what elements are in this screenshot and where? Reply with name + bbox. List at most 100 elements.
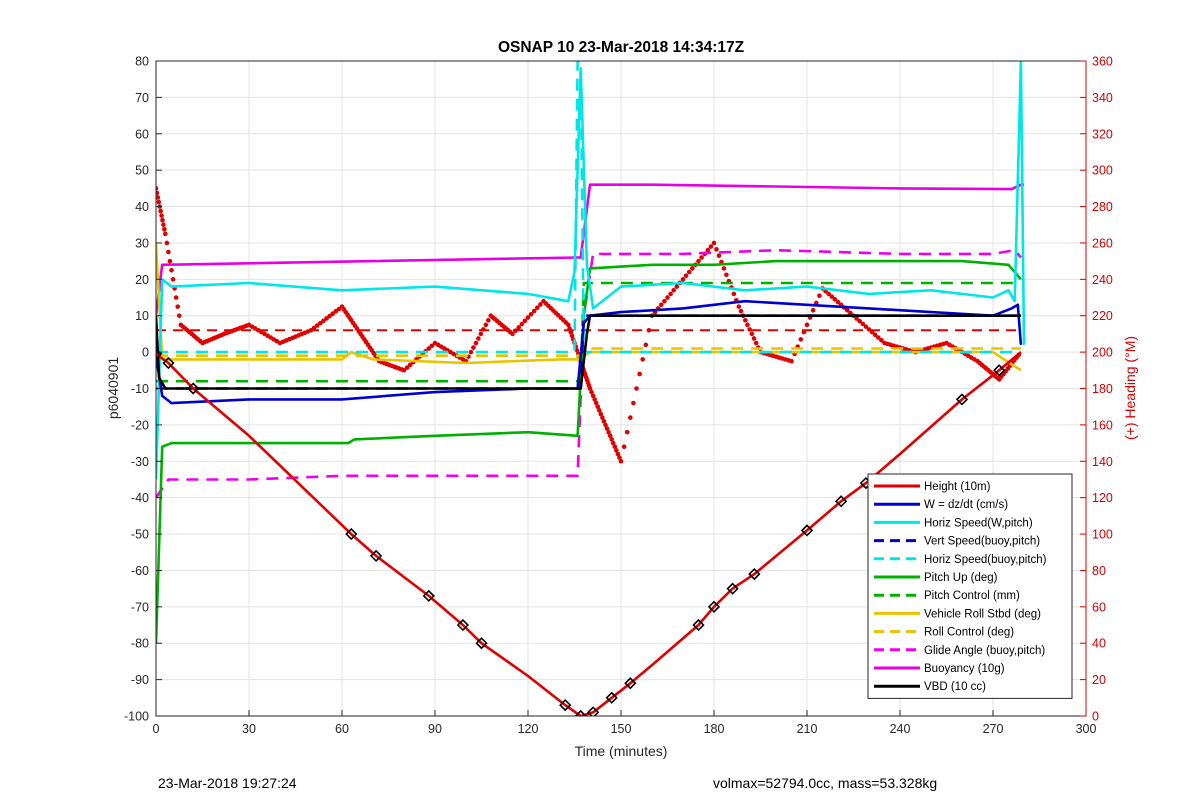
heading-point (751, 336, 757, 341)
heading-point (519, 321, 525, 327)
y2-tick-label: 0 (1092, 710, 1099, 724)
y2-axis-label: (+) Heading (°M) (1122, 336, 1138, 440)
heading-point (631, 400, 636, 406)
heading-point (156, 195, 161, 200)
heading-point (738, 308, 744, 314)
series-line (156, 183, 1024, 316)
heading-point (598, 411, 604, 417)
heading-point (699, 255, 704, 260)
heading-point (525, 315, 531, 320)
legend-entry: Vehicle Roll Stbd (deg) (924, 608, 1041, 620)
height-markers (156, 347, 1006, 716)
heading-point (753, 340, 759, 346)
heading-point (176, 313, 182, 319)
heading-point (407, 362, 413, 368)
x-tick-label: 120 (518, 722, 539, 736)
legend-entry: Vert Speed(buoy,pitch) (924, 536, 1040, 548)
heading-point (566, 322, 571, 328)
heading-point (634, 386, 639, 391)
x-tick-label: 150 (611, 722, 632, 736)
heading-point (618, 458, 624, 464)
footer-volmax-mass: volmax=52794.0cc, mass=53.328kg (713, 775, 938, 791)
heading-point (860, 321, 866, 327)
heading-point (516, 325, 521, 330)
height-marker (707, 600, 721, 613)
y-tick-label: -70 (131, 600, 149, 614)
heading-point (789, 358, 794, 364)
y2-tick-label: 180 (1092, 382, 1113, 396)
heading-point (607, 433, 613, 439)
heading-point (749, 331, 755, 337)
height-marker (800, 524, 814, 537)
heading-point (686, 269, 692, 275)
height-marker (456, 618, 470, 632)
heading-point (665, 295, 670, 300)
y-tick-label: -60 (131, 564, 149, 578)
heading-point (646, 327, 652, 333)
heading-point (156, 190, 160, 196)
y2-tick-label: 320 (1092, 127, 1113, 141)
y-tick-label: 30 (135, 236, 149, 250)
heading-point (590, 393, 596, 399)
y-tick-label: 0 (142, 346, 149, 360)
heading-point (522, 318, 528, 324)
heading-point (476, 336, 481, 341)
height-marker (586, 706, 600, 716)
x-tick-label: 0 (153, 722, 160, 736)
heading-point (478, 331, 484, 337)
height-marker (345, 527, 358, 541)
heading-point (848, 310, 853, 316)
heading-point (568, 329, 574, 335)
heading-point (535, 305, 540, 311)
y2-tick-label: 160 (1092, 418, 1113, 432)
heading-point (614, 448, 619, 453)
heading-point (159, 213, 164, 218)
plot-content (156, 61, 1026, 716)
x-tick-label: 180 (704, 722, 725, 736)
heading-point (429, 343, 435, 349)
heading-point (158, 208, 163, 214)
heading-point (621, 444, 627, 450)
heading-point (173, 295, 179, 300)
height-marker (559, 698, 572, 712)
height-marker (993, 364, 1006, 377)
legend-entry: Roll Control (deg) (924, 627, 1014, 639)
y2-tick-label: 220 (1092, 309, 1113, 323)
heading-point (164, 240, 170, 246)
heading-point (624, 429, 630, 435)
heading-point (690, 266, 695, 271)
heading-point (810, 307, 816, 313)
heading-point (166, 249, 171, 255)
height-marker (624, 677, 637, 690)
heading-point (162, 226, 167, 232)
height-marker (748, 567, 761, 581)
heading-point (817, 293, 822, 299)
series-line (156, 281, 1021, 383)
legend-entry: VBD (10 cc) (924, 681, 986, 693)
y-tick-label: -40 (131, 491, 149, 505)
heading-point (801, 329, 807, 335)
height-marker (162, 356, 175, 370)
heading-point (604, 426, 610, 431)
y2-tick-label: 80 (1092, 564, 1106, 578)
y-tick-label: -80 (131, 637, 149, 651)
heading-point (876, 335, 881, 340)
heading-point (835, 299, 841, 305)
heading-point (426, 346, 432, 351)
heading-point (481, 327, 486, 332)
heading-point (468, 349, 474, 355)
y-tick-label: 60 (135, 127, 149, 141)
y-tick-label: -50 (131, 528, 149, 542)
y2-tick-label: 340 (1092, 91, 1113, 105)
heading-point (513, 328, 518, 333)
x-axis-label: Time (minutes) (575, 743, 668, 759)
x-tick-label: 60 (335, 722, 349, 736)
heading-point (615, 451, 621, 457)
heading-point (606, 429, 611, 435)
heading-point (589, 389, 594, 395)
legend-entry: Horiz Speed(buoy,pitch) (924, 554, 1047, 566)
height-marker (834, 495, 848, 508)
x-tick-label: 210 (797, 722, 818, 736)
heading-point (531, 308, 537, 314)
